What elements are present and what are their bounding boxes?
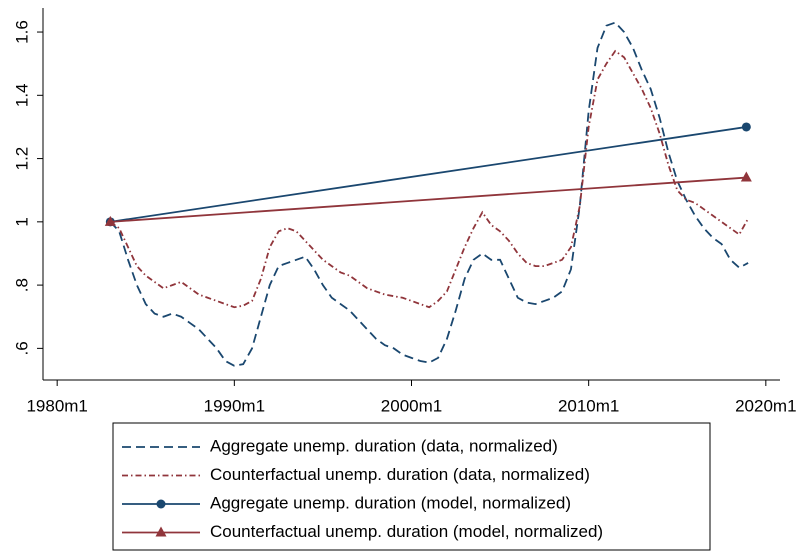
y-tick-label: .6 <box>12 341 31 355</box>
series-line <box>109 21 749 367</box>
legend-label: Aggregate unemp. duration (data, normali… <box>210 436 558 455</box>
x-tick-label: 2020m1 <box>735 396 796 415</box>
x-tick-label: 1980m1 <box>26 396 87 415</box>
legend-box <box>112 422 711 551</box>
series-line <box>110 176 747 223</box>
x-tick-label: 1990m1 <box>204 396 265 415</box>
legend-label: Counterfactual unemp. duration (data, no… <box>210 465 590 484</box>
legend-label: Counterfactual unemp. duration (model, n… <box>210 522 603 541</box>
x-tick-label: 2010m1 <box>558 396 619 415</box>
legend-marker <box>155 526 167 537</box>
series-line <box>109 49 749 309</box>
x-tick-label: 2000m1 <box>381 396 442 415</box>
y-tick-label: 1.2 <box>12 147 31 171</box>
legend-marker <box>156 499 166 509</box>
y-tick-label: 1 <box>12 217 31 226</box>
series-line <box>110 126 747 223</box>
marker <box>104 215 116 226</box>
y-tick-label: 1.6 <box>12 20 31 44</box>
y-tick-label: 1.4 <box>12 83 31 107</box>
legend-label: Aggregate unemp. duration (model, normal… <box>210 493 571 512</box>
marker <box>740 171 752 182</box>
marker <box>741 122 751 132</box>
y-tick-label: .8 <box>12 278 31 292</box>
